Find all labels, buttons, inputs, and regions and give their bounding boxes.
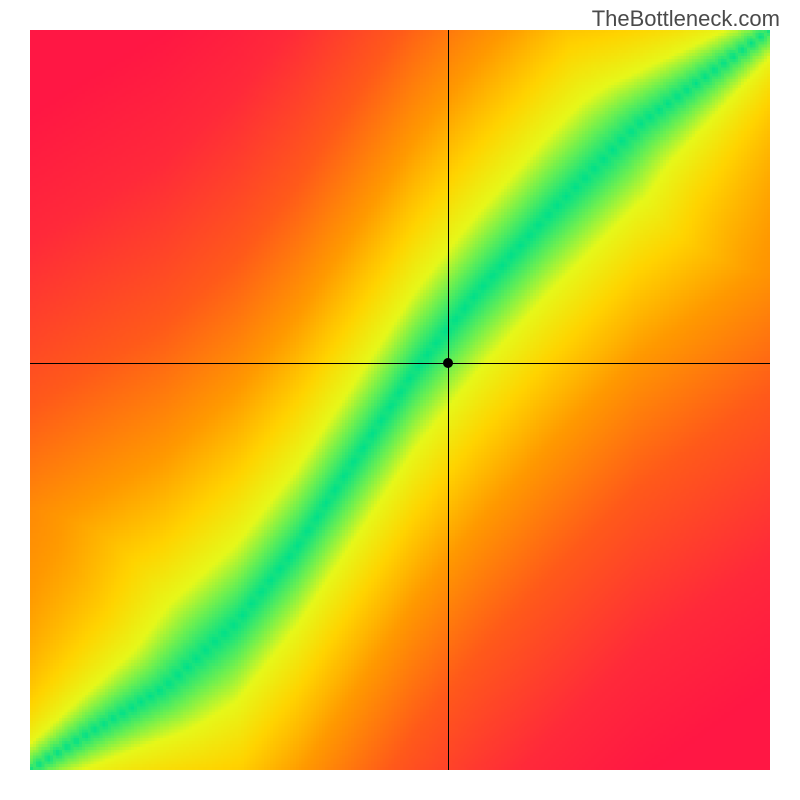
watermark: TheBottleneck.com bbox=[592, 6, 780, 32]
heatmap-canvas bbox=[30, 30, 770, 770]
crosshair-vertical bbox=[448, 30, 449, 770]
heatmap-plot bbox=[30, 30, 770, 770]
data-point-marker bbox=[443, 358, 453, 368]
crosshair-horizontal bbox=[30, 363, 770, 364]
